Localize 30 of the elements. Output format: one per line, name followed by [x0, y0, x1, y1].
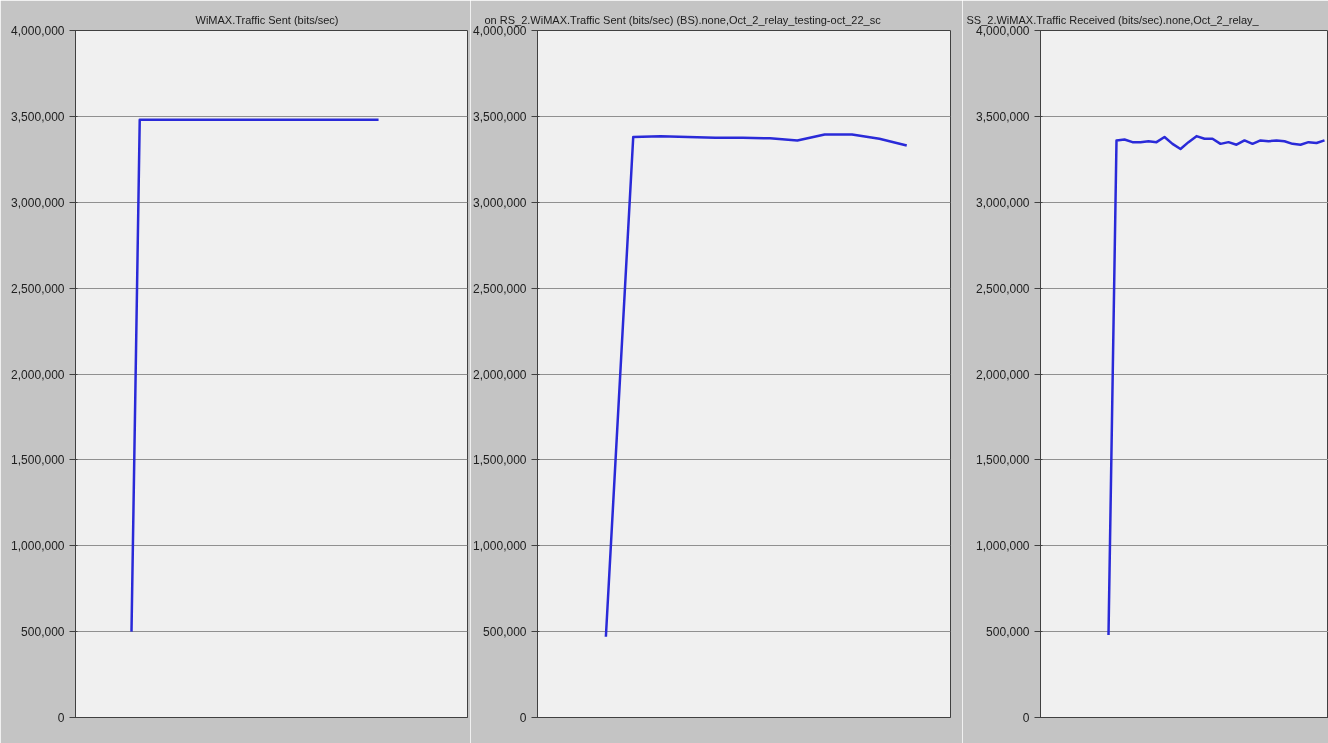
y-tick-label: 3,000,000: [473, 195, 527, 210]
y-tick-label: 1,000,000: [11, 539, 65, 554]
y-tick-label: 500,000: [21, 625, 65, 640]
line-series: [1107, 134, 1326, 637]
chart-title: WiMAX.Traffic Sent (bits/sec): [195, 14, 339, 26]
y-tick-label: 2,500,000: [11, 281, 65, 296]
y-tick-label: 0: [519, 711, 527, 725]
line-series: [604, 133, 908, 639]
y-tick-label: 0: [57, 711, 65, 725]
y-tick-label: 3,500,000: [976, 109, 1030, 124]
y-tick-label: 1,000,000: [976, 539, 1030, 554]
y-tick-label: 500,000: [483, 625, 527, 640]
y-tick-label: 4,000,000: [11, 24, 65, 38]
y-tick-label: 3,000,000: [976, 195, 1030, 210]
chart-title: SS_2.WiMAX.Traffic Received (bits/sec).none,Oct_2_relay_: [966, 14, 1260, 26]
y-tick-label: 2,000,000: [473, 367, 527, 382]
y-tick-label: 2,500,000: [473, 281, 527, 296]
y-tick-label: 0: [1022, 711, 1030, 725]
y-tick-label: 1,500,000: [11, 453, 65, 468]
y-tick-label: 1,000,000: [473, 539, 527, 554]
y-tick-label: 2,000,000: [11, 367, 65, 382]
y-tick-label: 2,000,000: [976, 367, 1030, 382]
y-tick-label: 500,000: [986, 625, 1030, 640]
y-tick-label: 1,500,000: [473, 453, 527, 468]
y-tick-label: 1,500,000: [976, 453, 1030, 468]
y-tick-label: 3,500,000: [473, 109, 527, 124]
chart-title: on RS_2.WiMAX.Traffic Sent (bits/sec) (BS).none,Oct_2_relay_testing-oct_22_sc: [484, 14, 882, 26]
y-tick-label: 3,500,000: [11, 109, 65, 124]
y-tick-label: 2,500,000: [976, 281, 1030, 296]
y-tick-label: 3,000,000: [11, 195, 65, 210]
